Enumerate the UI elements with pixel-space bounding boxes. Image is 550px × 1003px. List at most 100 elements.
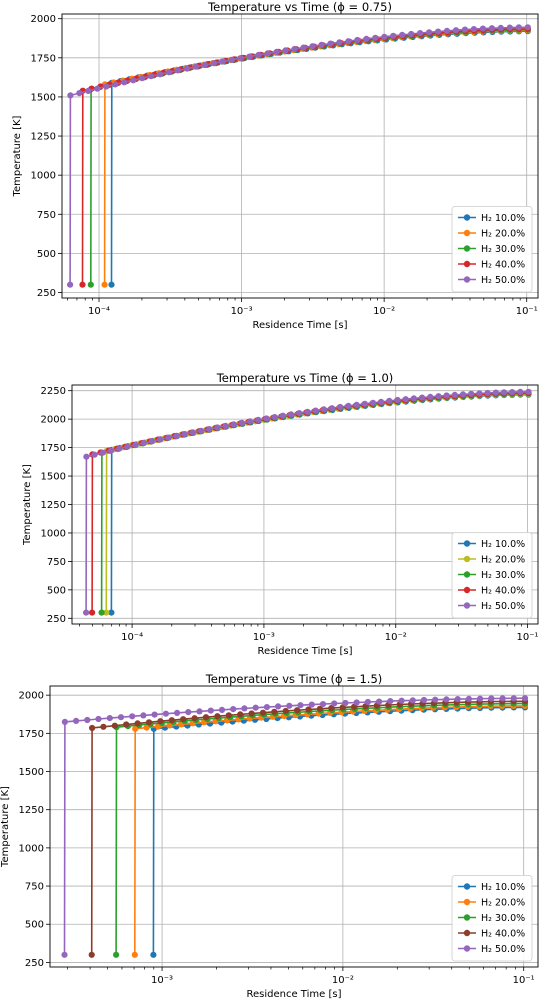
series-line-4 — [90, 700, 525, 955]
x-tick-label-3: 10⁻¹ — [516, 306, 538, 317]
data-point — [459, 391, 467, 398]
data-point — [202, 714, 210, 721]
data-point — [318, 41, 325, 49]
data-point — [361, 400, 368, 407]
data-point — [435, 393, 442, 400]
data-point — [139, 75, 146, 82]
data-point — [470, 26, 477, 33]
data-point — [255, 416, 262, 423]
legend-box — [451, 875, 533, 962]
data-point — [196, 708, 203, 715]
data-point — [255, 51, 262, 59]
data-point — [499, 695, 506, 702]
data-point — [331, 700, 338, 707]
data-point — [94, 85, 101, 92]
data-point — [180, 716, 187, 723]
data-point — [157, 436, 164, 443]
data-point — [191, 715, 198, 722]
data-point — [337, 403, 344, 411]
data-point — [87, 281, 94, 288]
y-axis-label: Temperature [K] — [12, 115, 23, 197]
data-point — [100, 723, 107, 730]
data-point — [376, 698, 383, 705]
y-tick-label-2: 750 — [47, 557, 66, 568]
data-point — [288, 411, 295, 418]
data-point — [410, 395, 417, 402]
data-point — [369, 399, 377, 406]
data-point — [166, 69, 173, 76]
data-point — [140, 712, 147, 719]
data-point — [214, 713, 221, 720]
x-axis-label: Residence Time [s] — [258, 646, 353, 657]
data-point — [103, 609, 110, 616]
data-point — [247, 418, 254, 425]
x-tick-label-0: 10⁻⁴ — [88, 306, 110, 317]
data-point — [263, 704, 270, 711]
data-point — [246, 53, 253, 60]
data-point — [479, 25, 486, 32]
data-point — [484, 389, 491, 397]
legend-marker-4 — [463, 260, 471, 268]
data-point — [345, 38, 352, 45]
y-tick-label-0: 250 — [47, 614, 66, 625]
y-tick-label-1: 500 — [37, 249, 56, 260]
data-point — [387, 698, 394, 705]
data-point — [230, 706, 237, 713]
data-point — [279, 412, 286, 419]
y-tick-label-6: 1750 — [31, 53, 56, 64]
legend-marker-5 — [463, 602, 471, 609]
data-point — [108, 609, 115, 616]
data-point — [488, 695, 495, 702]
data-point — [500, 389, 508, 396]
legend-label-5: H₂ 50.0% — [481, 944, 525, 955]
legend-marker-3 — [463, 914, 471, 921]
x-tick-label-2: 10⁻² — [373, 306, 395, 317]
data-point — [132, 441, 139, 448]
data-point — [476, 390, 483, 397]
y-tick-label-6: 1750 — [41, 443, 66, 454]
data-point — [89, 724, 96, 732]
y-tick-label-4: 1250 — [31, 132, 56, 143]
legend-label-3: H₂ 30.0% — [481, 570, 525, 581]
data-point — [443, 696, 450, 703]
data-point — [61, 718, 68, 726]
data-point — [378, 398, 385, 405]
y-tick-label-0: 250 — [37, 288, 56, 299]
legend-label-1: H₂ 10.0% — [481, 539, 525, 550]
y-tick-label-5: 1500 — [19, 767, 44, 778]
data-point — [192, 63, 200, 70]
data-point — [419, 394, 426, 401]
x-tick-label-1: 10⁻³ — [253, 632, 275, 643]
y-axis-label: Temperature [K] — [22, 464, 33, 546]
data-point — [320, 406, 327, 413]
data-point — [76, 90, 83, 97]
data-point — [517, 388, 524, 395]
data-point — [282, 47, 289, 54]
data-point — [210, 60, 217, 67]
data-point — [454, 696, 461, 703]
data-point — [510, 695, 517, 702]
data-point — [398, 697, 405, 704]
legend-marker-1 — [463, 540, 471, 547]
data-point — [508, 389, 516, 396]
data-point — [390, 32, 397, 39]
data-point — [197, 427, 205, 434]
y-tick-label-3: 1000 — [19, 843, 44, 854]
data-point — [461, 26, 469, 33]
data-point — [291, 45, 298, 53]
chart-title: Temperature vs Time (ϕ = 1.0) — [216, 371, 394, 385]
x-tick-label-1: 10⁻² — [332, 975, 354, 986]
legend-box — [451, 206, 533, 293]
data-point — [300, 44, 307, 51]
data-point — [237, 55, 244, 62]
data-point — [230, 421, 237, 428]
data-point — [451, 391, 458, 398]
data-point — [328, 705, 335, 712]
data-point — [409, 697, 416, 704]
data-point — [116, 445, 123, 452]
data-point — [162, 710, 169, 717]
data-point — [435, 28, 442, 35]
data-point — [214, 424, 221, 431]
data-point — [402, 396, 409, 403]
